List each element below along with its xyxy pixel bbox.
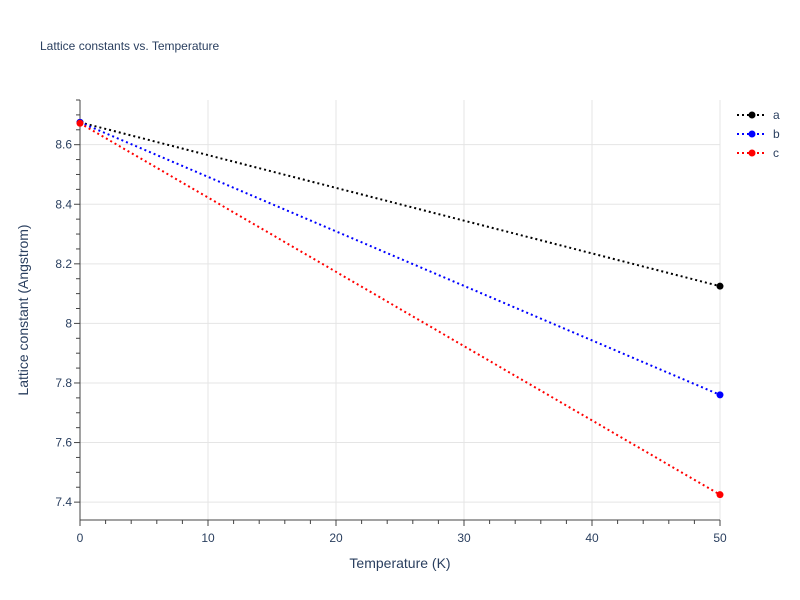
axes: 0 10 20 30 40 50 7.4 7.6 7.8 8 8.2 8.4 8.6 <box>55 99 727 545</box>
x-tick-label: 20 <box>329 531 343 545</box>
legend-marker <box>748 111 756 119</box>
plot-area <box>76 118 724 499</box>
y-tick-label: 8.6 <box>55 138 72 152</box>
y-tick-label: 8.2 <box>55 257 72 271</box>
series-line-a <box>79 121 721 288</box>
x-tick-label: 10 <box>201 531 215 545</box>
y-tick-label: 8.4 <box>55 197 72 211</box>
x-tick-label: 30 <box>457 531 471 545</box>
x-tick-label: 50 <box>713 531 727 545</box>
data-point-c <box>716 491 724 499</box>
x-tick-label: 40 <box>585 531 599 545</box>
data-point-b <box>716 391 724 399</box>
data-point-a <box>716 282 724 290</box>
y-tick-label: 7.8 <box>55 376 72 390</box>
x-tick-label: 0 <box>77 531 84 545</box>
series-line-b <box>79 121 721 396</box>
legend[interactable]: abc <box>737 108 780 160</box>
data-point-c <box>76 119 84 127</box>
legend-item-b[interactable]: b <box>737 127 780 141</box>
x-axis-title: Temperature (K) <box>349 555 450 571</box>
legend-label: a <box>773 108 780 122</box>
chart-title: Lattice constants vs. Temperature <box>40 39 220 53</box>
legend-marker <box>748 130 756 138</box>
legend-item-a[interactable]: a <box>737 108 780 122</box>
legend-label: b <box>773 127 780 141</box>
y-tick-label: 7.6 <box>55 436 72 450</box>
legend-label: c <box>773 146 779 160</box>
grid <box>79 100 721 520</box>
y-axis-title: Lattice constant (Angstrom) <box>15 224 31 395</box>
y-tick-label: 8 <box>65 316 72 330</box>
series-line-c <box>79 122 721 496</box>
legend-item-c[interactable]: c <box>737 146 779 160</box>
y-tick-label: 7.4 <box>55 495 72 509</box>
legend-marker <box>748 149 756 157</box>
